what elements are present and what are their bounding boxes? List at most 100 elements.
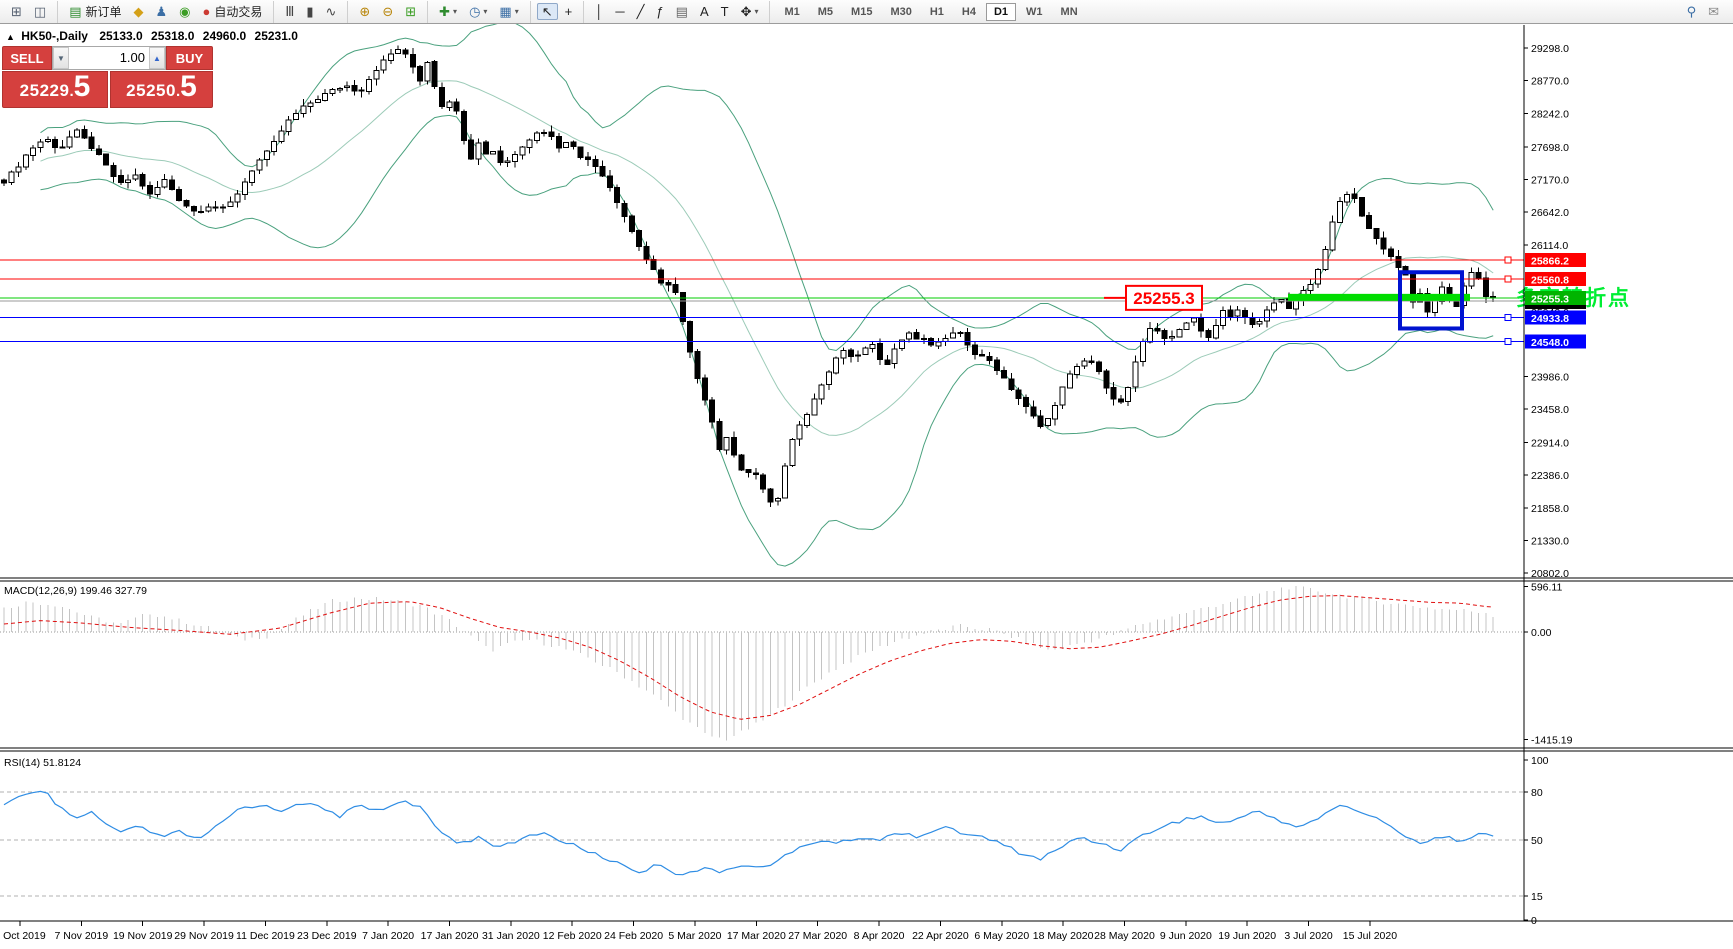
horizontal-level-lines[interactable] [0, 256, 1524, 346]
price-tick-label: 27170.0 [1531, 175, 1569, 187]
new-chart-button[interactable]: ⊞ [6, 3, 27, 20]
timeframe-mn-button[interactable]: MN [1060, 5, 1078, 18]
line-chart-button[interactable]: ∿ [321, 3, 342, 20]
price-tick-label: 28242.0 [1531, 108, 1569, 120]
timeframe-m1-button[interactable]: M1 [784, 5, 800, 18]
buy-price-button[interactable]: 25250. 5 [110, 71, 213, 108]
templates-button[interactable]: ▦ ▾ [494, 3, 523, 20]
bollinger-bands [40, 21, 1494, 567]
bb-lower-band [40, 114, 1494, 567]
rsi-scale-label: 15 [1531, 891, 1543, 903]
price-annotation-box[interactable] [1125, 284, 1203, 311]
dropdown-caret-icon[interactable]: ▾ [514, 7, 519, 16]
fibonacci-button[interactable]: ƒ [651, 3, 668, 20]
buy-button[interactable]: BUY [166, 46, 213, 70]
rsi-scale-label: 50 [1531, 835, 1543, 847]
buy-price-main: 25250 [126, 81, 176, 100]
autotrading-icon: ● [202, 4, 211, 19]
price-annotation-text: 25255.3 [1133, 289, 1194, 308]
price-tick-label: 22386.0 [1531, 470, 1569, 482]
autotrading-button[interactable]: ● 自动交易 [198, 1, 268, 22]
ohlc-high: 25318.0 [151, 29, 195, 43]
toolbar-group-zoom: ⊕ ⊖ ⊞ [348, 0, 429, 23]
timeframe-m5-button[interactable]: M5 [817, 5, 834, 18]
crosshair-button[interactable]: + [560, 3, 578, 20]
profiles-button[interactable]: ◫ [29, 3, 51, 20]
vline-button[interactable]: │ [590, 3, 608, 20]
toolbar-group-cursor-tools: ↖ + [531, 0, 585, 23]
volume-stepper: ▼ 1.00 ▲ [52, 46, 166, 70]
timeframe-d1-button[interactable]: D1 [985, 2, 1017, 21]
one-click-trading-panel: SELL ▼ 1.00 ▲ BUY 25229. 5 25250. 5 [2, 46, 213, 108]
tile-windows-button[interactable]: ⊞ [400, 3, 421, 20]
account-button[interactable]: ♟ [151, 3, 173, 20]
timeframe-m15-button[interactable]: M15 [851, 5, 873, 18]
candlestick-series [1, 45, 1497, 508]
sell-button[interactable]: SELL [2, 46, 52, 70]
arrows-button[interactable]: ✥ ▾ [736, 3, 764, 20]
signals-button[interactable]: ◉ [174, 3, 195, 20]
sell-price-frac: 5 [73, 70, 91, 103]
indicators-button[interactable]: ✚ ▾ [434, 3, 462, 20]
timeframe-h4-button[interactable]: H4 [961, 5, 976, 18]
deposit-gold-button[interactable]: ◆ [129, 3, 149, 20]
level-price-label-text: 25560.8 [1531, 274, 1569, 286]
volume-increase-button[interactable]: ▲ [149, 47, 165, 69]
dropdown-caret-icon[interactable]: ▾ [483, 7, 488, 16]
zoom-in-button[interactable]: ⊕ [354, 3, 375, 20]
date-tick-label: 19 Jun 2020 [1218, 930, 1276, 942]
consolidation-blue-box[interactable] [1398, 270, 1464, 331]
price-axis[interactable]: 29298.0 28770.0 28242.0 27698.0 27170.0 26642… [1524, 43, 1586, 927]
dropdown-caret-icon[interactable]: ▾ [754, 7, 759, 16]
buy-price-frac: 5 [180, 70, 197, 103]
sell-price-button[interactable]: 25229. 5 [2, 71, 108, 108]
timeframe-w1-button[interactable]: W1 [1026, 5, 1043, 18]
volume-decrease-button[interactable]: ▼ [53, 47, 69, 69]
sell-price-main: 25229 [19, 81, 70, 100]
chart-collapse-icon[interactable]: ▲ [6, 32, 15, 42]
volume-input[interactable]: 1.00 [69, 47, 149, 69]
arrows-icon: ✥ [740, 4, 752, 19]
date-tick-label: 5 Mar 2020 [668, 930, 721, 942]
price-tick-label: 28770.0 [1531, 76, 1569, 88]
ohlc-close: 25231.0 [254, 29, 298, 43]
tile-windows-icon: ⊞ [405, 4, 417, 19]
macd-scale-label: -1415.19 [1531, 735, 1573, 747]
price-tick-label: 21858.0 [1531, 503, 1569, 515]
timeframe-m30-button[interactable]: M30 [890, 5, 912, 18]
channel-button[interactable]: ▤ [671, 3, 693, 20]
date-tick-label: 17 Jan 2020 [421, 930, 479, 942]
timeframe-h1-button[interactable]: H1 [929, 5, 944, 18]
date-tick-label: 29 Nov 2019 [174, 930, 234, 942]
text-label-button[interactable]: T [716, 3, 734, 20]
turning-point-green-bar[interactable] [1288, 293, 1470, 301]
chat-button[interactable]: ✉ [1703, 3, 1724, 20]
level-price-label [1525, 253, 1586, 268]
rsi-panel: RSI(14) 51.8124 [0, 757, 1524, 897]
cursor-button[interactable]: ↖ [536, 3, 558, 20]
text-button[interactable]: A [695, 3, 714, 20]
price-tick-label: 26642.0 [1531, 207, 1569, 219]
toolbar-group-file: ⊞ ◫ [0, 0, 59, 23]
new-order-button[interactable]: ▤ 新订单 [64, 1, 126, 22]
trendline-button[interactable]: ╱ [632, 3, 650, 20]
zoom-out-icon: ⊖ [382, 4, 394, 19]
zoom-out-button[interactable]: ⊖ [377, 3, 398, 20]
toolbar-right-icons: ⚲ ✉ [1681, 0, 1725, 22]
periods-button[interactable]: ◷ ▾ [464, 3, 492, 20]
candles-button[interactable]: ▮ [301, 3, 318, 20]
date-tick-label: 23 Dec 2019 [297, 930, 357, 942]
bars-button[interactable]: Ⅲ [280, 3, 299, 20]
level-price-label [1525, 271, 1586, 286]
dropdown-caret-icon[interactable]: ▾ [453, 7, 458, 16]
search-button[interactable]: ⚲ [1682, 3, 1702, 20]
date-tick-label: 28 May 2020 [1094, 930, 1155, 942]
main-toolbar: ⊞ ◫ ▤ 新订单 ◆ ♟ ◉ ● 自动交易 Ⅲ ▮ ∿ ⊕ ⊖ ⊞ ✚ ▾ ◷ ▾ ▦ ▾ ↖ + │ ─ ╱ ƒ ▤ A T ✥ ▾ M1… [0, 0, 1733, 24]
hline-button[interactable]: ─ [610, 3, 629, 20]
macd-signal-line [3, 595, 1494, 720]
date-tick-label: 27 Mar 2020 [788, 930, 847, 942]
level-line-handle [1504, 338, 1512, 346]
date-tick-label: 9 Jun 2020 [1160, 930, 1212, 942]
